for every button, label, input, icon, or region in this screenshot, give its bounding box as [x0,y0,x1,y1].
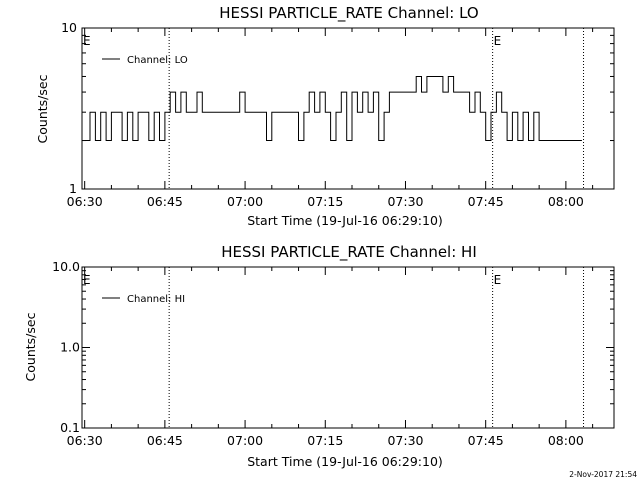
x-tick-label: 06:45 [147,433,183,448]
x-tick-label: 07:45 [468,433,504,448]
event-marker-1: E [83,34,91,48]
x-tick-label: 06:45 [147,194,183,209]
panel-lo: E E 06:30 06:45 07:00 07:15 07:30 07:45 08:00 1 10… [61,20,615,209]
x-tick-label: 07:00 [227,433,263,448]
x-tick-label: 07:30 [387,433,423,448]
event-marker-1: E [83,273,91,287]
event-marker-2: E [494,34,502,48]
y-tick-label: 0.1 [60,420,80,435]
y-tick-label: 1 [69,181,77,196]
panel-lo-ylabel: Counts/sec [35,74,50,143]
legend-entry: Channel: LO [127,55,188,66]
x-tick-label: 07:00 [227,194,263,209]
x-tick-label: 06:30 [67,194,103,209]
series-line-lo [84,76,582,141]
panel-hi-ylabel: Counts/sec [23,312,38,381]
footer-stamp: 2-Nov-2017 21:54 [569,470,637,479]
legend-entry: Channel: HI [127,294,185,305]
x-tick-label: 06:30 [67,433,103,448]
x-tick-label: 07:30 [387,194,423,209]
event-marker-2: E [494,273,502,287]
x-tick-label: 07:15 [307,194,343,209]
panel-hi-title: HESSI PARTICLE_RATE Channel: HI [221,243,477,262]
panel-lo-title: HESSI PARTICLE_RATE Channel: LO [219,4,478,23]
x-tick-label: 07:15 [307,433,343,448]
panel-hi-frame [81,266,615,429]
panel-lo-xlabel: Start Time (19-Jul-16 06:29:10) [247,213,443,228]
panel-hi: E E 06:30 06:45 07:00 07:15 07:30 07:45 08:00 0.1… [52,259,615,448]
panel-hi-xlabel: Start Time (19-Jul-16 06:29:10) [247,454,443,469]
x-tick-label: 08:00 [548,433,584,448]
y-tick-label: 1.0 [60,340,80,355]
panel-lo-frame [81,27,615,190]
x-tick-label: 07:45 [468,194,504,209]
y-tick-label: 10.0 [52,259,80,274]
y-tick-label: 10 [61,20,77,35]
x-tick-label: 08:00 [548,194,584,209]
